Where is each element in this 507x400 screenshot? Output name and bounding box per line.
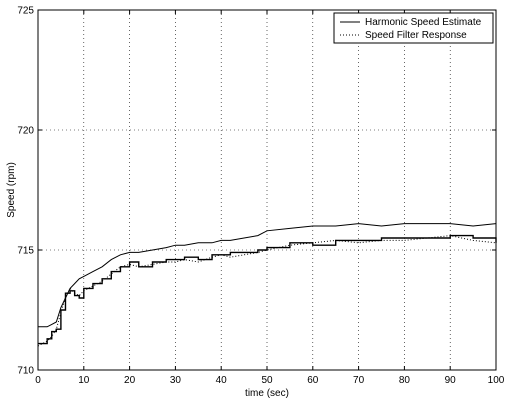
x-tick-label: 20 xyxy=(124,375,136,386)
legend-label-filter: Speed Filter Response xyxy=(365,30,467,41)
y-axis-label: Speed (rpm) xyxy=(6,162,17,218)
legend-label-harmonic: Harmonic Speed Estimate xyxy=(365,17,482,28)
x-tick-label: 80 xyxy=(399,375,411,386)
x-tick-label: 50 xyxy=(261,375,273,386)
x-tick-label: 70 xyxy=(353,375,365,386)
y-tick-label: 720 xyxy=(17,126,34,137)
y-tick-label: 715 xyxy=(17,246,34,257)
x-tick-label: 10 xyxy=(78,375,90,386)
x-tick-label: 40 xyxy=(216,375,228,386)
y-tick-label: 725 xyxy=(17,6,34,17)
x-tick-label: 30 xyxy=(170,375,182,386)
legend: Harmonic Speed Estimate Speed Filter Res… xyxy=(334,13,493,43)
x-tick-label: 60 xyxy=(307,375,319,386)
y-tick-label: 710 xyxy=(17,366,34,377)
x-tick-label: 90 xyxy=(445,375,457,386)
x-tick-label: 100 xyxy=(488,375,505,386)
x-tick-label: 0 xyxy=(35,375,41,386)
x-axis-label: time (sec) xyxy=(245,388,289,399)
